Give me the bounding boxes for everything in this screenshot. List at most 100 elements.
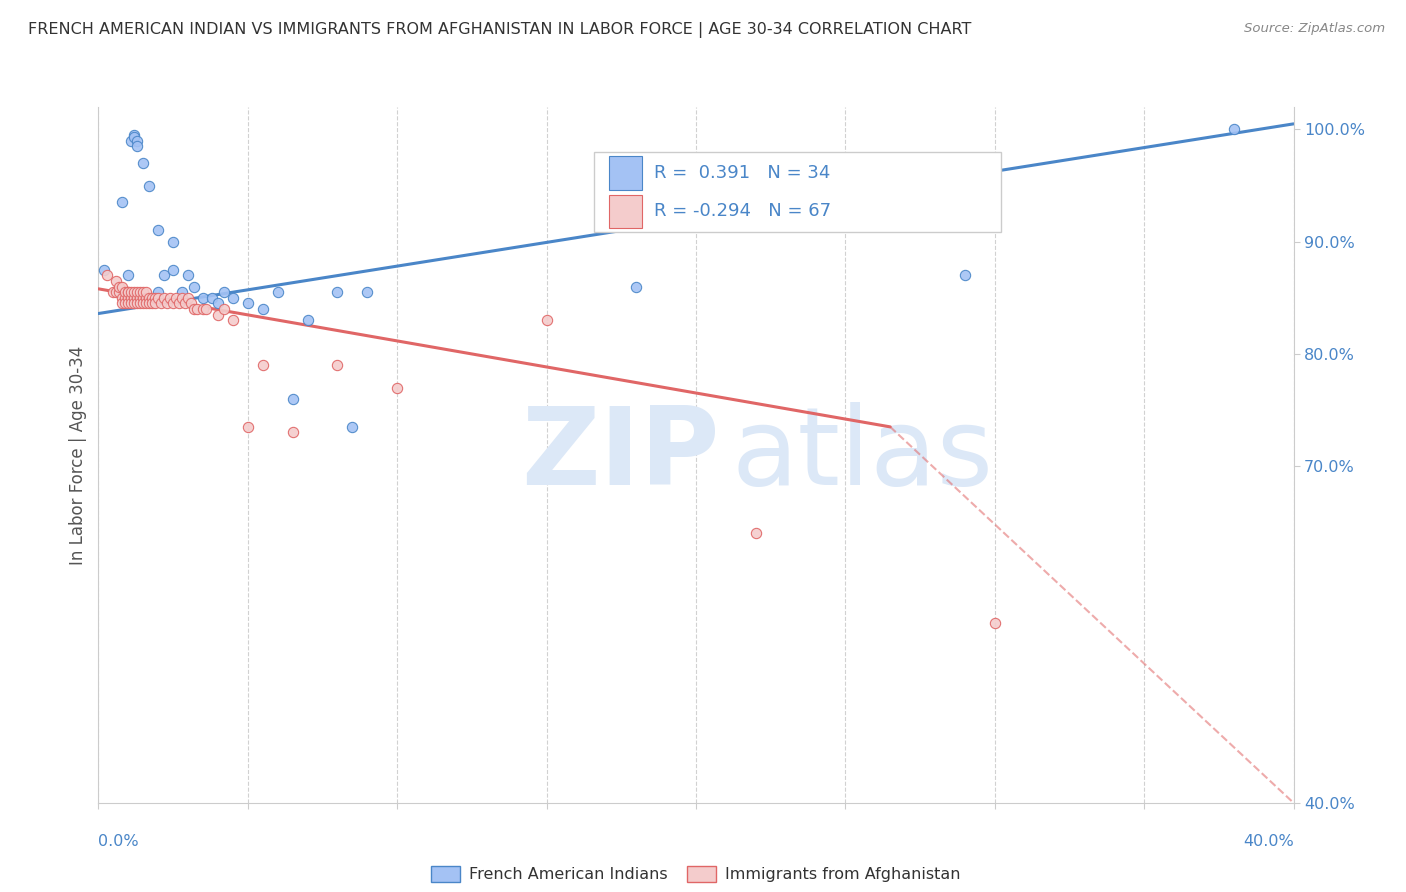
Point xyxy=(135,285,157,300)
Point xyxy=(212,285,235,300)
Point xyxy=(124,291,146,305)
Point xyxy=(105,285,128,300)
Bar xyxy=(609,156,643,190)
Point xyxy=(114,296,136,310)
Point xyxy=(148,291,170,305)
Point xyxy=(96,268,118,283)
Point xyxy=(138,178,160,193)
Point xyxy=(132,296,155,310)
Point xyxy=(165,291,187,305)
Point xyxy=(1223,122,1246,136)
Point xyxy=(111,296,134,310)
Point xyxy=(129,291,152,305)
Point xyxy=(120,134,142,148)
Point xyxy=(150,296,173,310)
Point xyxy=(124,128,146,142)
Point xyxy=(117,285,139,300)
Point xyxy=(183,301,205,316)
Point xyxy=(148,285,170,300)
Point xyxy=(174,296,197,310)
Point xyxy=(183,279,205,293)
Point xyxy=(111,195,134,210)
Point xyxy=(984,616,1007,631)
Point xyxy=(120,296,142,310)
Point xyxy=(207,308,229,322)
Point xyxy=(132,156,155,170)
Point xyxy=(252,301,274,316)
Point xyxy=(536,313,558,327)
Point xyxy=(172,291,194,305)
Point xyxy=(138,291,160,305)
Point xyxy=(177,268,200,283)
Point xyxy=(108,279,131,293)
Point xyxy=(212,301,235,316)
Point xyxy=(222,313,245,327)
Point xyxy=(114,285,136,300)
Point xyxy=(148,223,170,237)
Point xyxy=(117,296,139,310)
Text: R =  0.391   N = 34: R = 0.391 N = 34 xyxy=(654,164,831,182)
Point xyxy=(207,296,229,310)
Point xyxy=(191,291,214,305)
Point xyxy=(117,285,139,300)
Point xyxy=(162,262,184,277)
Point xyxy=(236,296,259,310)
Point xyxy=(141,296,163,310)
Point xyxy=(153,291,176,305)
Point xyxy=(267,285,290,300)
Point xyxy=(129,296,152,310)
Point xyxy=(120,291,142,305)
Text: R = -0.294   N = 67: R = -0.294 N = 67 xyxy=(654,202,831,220)
Point xyxy=(281,425,304,440)
Point xyxy=(167,296,190,310)
Point xyxy=(191,301,214,316)
Point xyxy=(135,296,157,310)
Point xyxy=(342,420,364,434)
Point xyxy=(745,526,768,541)
Point xyxy=(297,313,319,327)
Point xyxy=(195,301,218,316)
Y-axis label: In Labor Force | Age 30-34: In Labor Force | Age 30-34 xyxy=(69,345,87,565)
Point xyxy=(153,268,176,283)
Point xyxy=(143,296,166,310)
Point xyxy=(162,296,184,310)
Point xyxy=(111,279,134,293)
Point xyxy=(385,381,409,395)
Point xyxy=(222,291,245,305)
Point xyxy=(127,291,149,305)
Point xyxy=(326,358,349,372)
Point xyxy=(117,291,139,305)
Legend: French American Indians, Immigrants from Afghanistan: French American Indians, Immigrants from… xyxy=(425,860,967,888)
Point xyxy=(120,285,142,300)
Point xyxy=(93,262,115,277)
Point xyxy=(172,285,194,300)
Point xyxy=(201,291,224,305)
Point xyxy=(135,291,157,305)
Point xyxy=(127,134,149,148)
Point xyxy=(132,285,155,300)
Point xyxy=(108,285,131,300)
Point xyxy=(626,279,648,293)
Point xyxy=(127,285,149,300)
Point xyxy=(236,420,259,434)
Point xyxy=(186,301,208,316)
Bar xyxy=(609,194,643,228)
Point xyxy=(252,358,274,372)
Point xyxy=(117,268,139,283)
Point xyxy=(356,285,378,300)
Text: ZIP: ZIP xyxy=(522,402,720,508)
Text: Source: ZipAtlas.com: Source: ZipAtlas.com xyxy=(1244,22,1385,36)
Point xyxy=(124,296,146,310)
Point xyxy=(180,296,202,310)
Point xyxy=(177,291,200,305)
Point xyxy=(159,291,181,305)
Point xyxy=(127,296,149,310)
Point xyxy=(124,130,146,145)
Point xyxy=(162,235,184,249)
FancyBboxPatch shape xyxy=(595,153,1001,232)
Point xyxy=(124,285,146,300)
Point xyxy=(156,296,179,310)
Point xyxy=(132,291,155,305)
Point xyxy=(129,285,152,300)
Text: atlas: atlas xyxy=(733,402,994,508)
